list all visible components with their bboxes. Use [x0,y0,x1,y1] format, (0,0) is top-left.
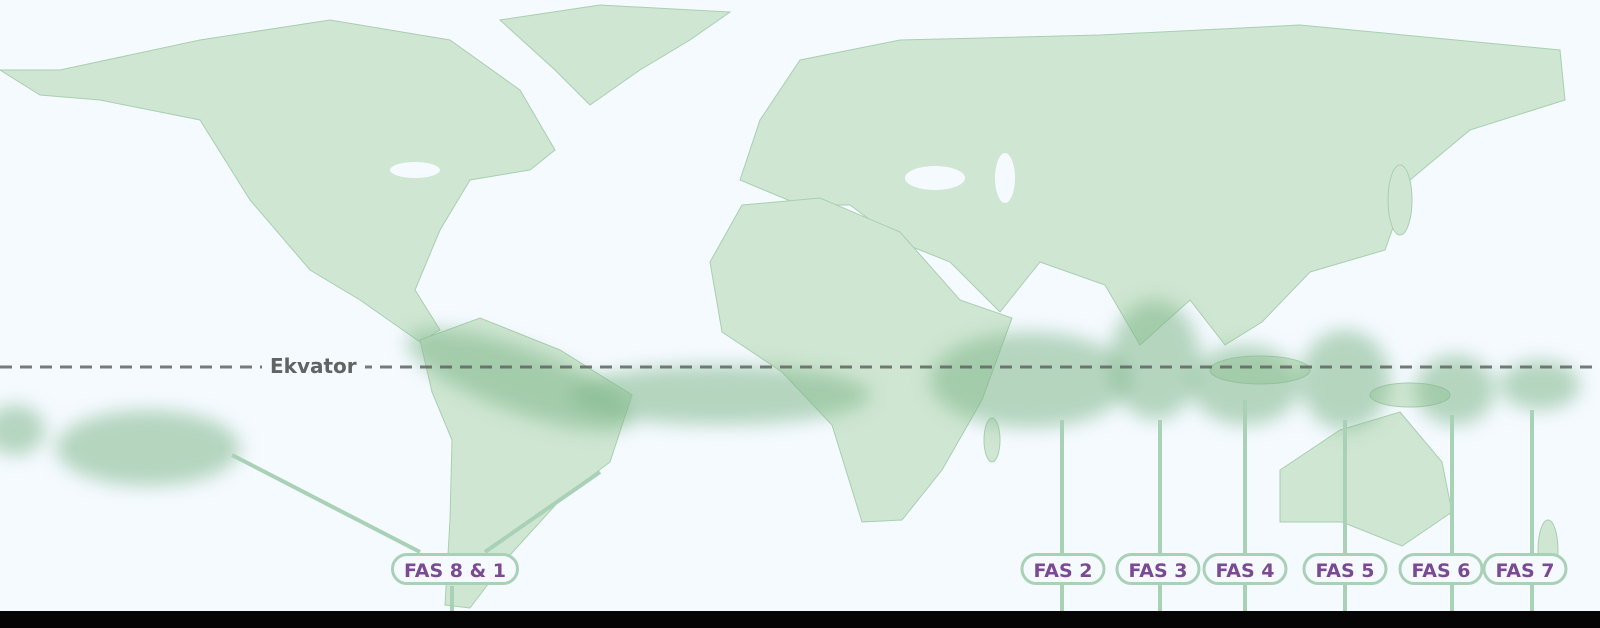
black-sea [905,166,965,190]
convection-zone [570,365,870,425]
convection-zone [930,332,1130,428]
continents [0,4,1566,609]
eurasia [739,24,1566,346]
convection-zone [406,329,634,431]
japan [1387,164,1413,236]
convection-zone [1300,330,1390,430]
phase-label-4: FAS 4 [1202,553,1288,585]
phase-label-5: FAS 5 [1302,553,1388,585]
north-america [0,19,556,343]
phase-label-2: FAS 2 [1020,553,1106,585]
great-lakes [390,162,440,178]
greenland [498,4,732,106]
equator-label: Ekvator [262,354,365,378]
australia [1279,411,1453,547]
phase-label-8-1: FAS 8 & 1 [390,553,520,585]
africa [709,197,1013,523]
convection-zone [56,410,240,486]
convection-zone [1500,360,1580,410]
convection-zone [1110,300,1200,420]
phase-label-6: FAS 6 [1398,553,1484,585]
caspian-sea [995,153,1015,203]
bottom-border [0,611,1600,628]
callout-line [231,453,421,554]
phase-label-3: FAS 3 [1115,553,1201,585]
convection-zone [1415,355,1495,425]
convection-zone [1190,345,1300,425]
callout-line [483,470,602,554]
phase-label-7: FAS 7 [1482,553,1568,585]
convection-zone [0,405,45,455]
convection-zones [0,300,1580,486]
